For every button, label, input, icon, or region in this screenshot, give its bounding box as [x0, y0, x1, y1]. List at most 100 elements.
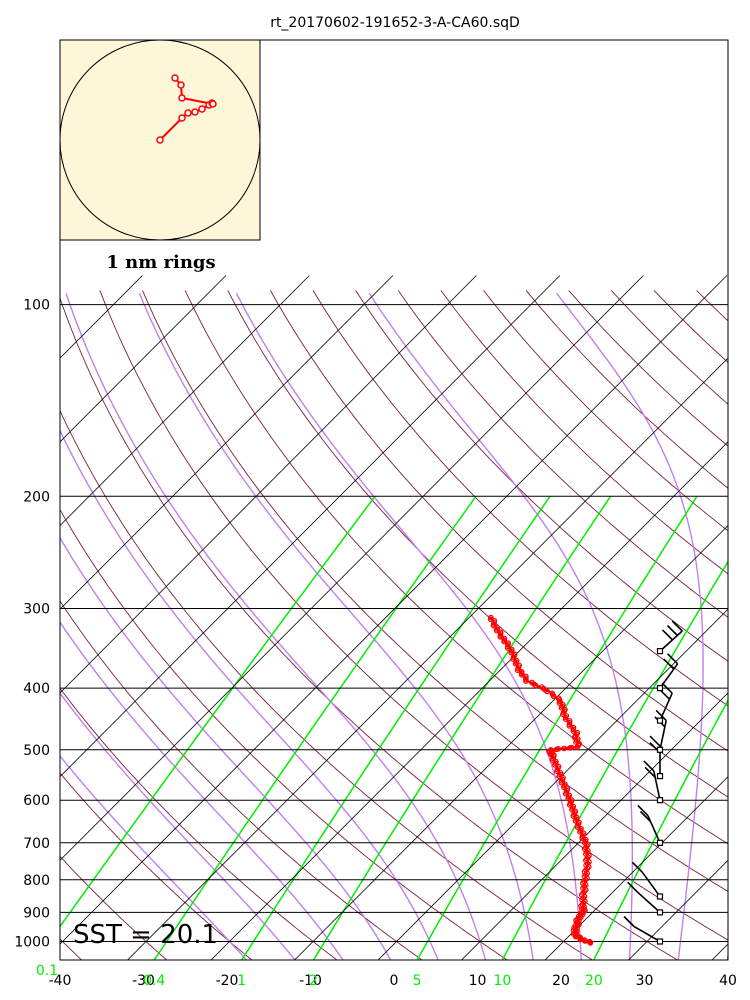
- hodograph-point: [177, 81, 185, 89]
- temperature-trace-point: [555, 695, 562, 702]
- moist-adiabat: [368, 292, 633, 960]
- wind-barb-staff: [659, 630, 683, 652]
- temperature-tick-label: 30: [636, 973, 654, 989]
- moist-adiabat: [60, 754, 248, 960]
- temperature-tick-label: -30: [132, 973, 155, 989]
- temperature-tick-label: -20: [216, 973, 239, 989]
- hodograph-point: [198, 105, 206, 113]
- dry-adiabat: [355, 290, 728, 662]
- dry-adiabat: [227, 290, 728, 798]
- wind-barb-station: [656, 717, 664, 724]
- wind-barb-station: [656, 684, 664, 692]
- wind-barb-staff: [637, 891, 661, 913]
- mixing-ratio-line: [60, 495, 376, 928]
- temperature-trace-point: [488, 614, 494, 621]
- dry-adiabat: [60, 772, 253, 960]
- wind-barb-staff: [659, 720, 667, 750]
- pressure-tick-label: 900: [23, 905, 50, 921]
- temperature-trace-point: [561, 745, 567, 752]
- moist-adiabat: [65, 293, 487, 960]
- wind-barb-flag: [661, 629, 674, 641]
- isotherm: [544, 776, 728, 960]
- wind-barb-flag: [663, 658, 675, 670]
- temperature-trace-point: [549, 690, 556, 697]
- temperature-trace-point: [547, 746, 554, 753]
- mixing-ratio-label: 0.1: [36, 963, 58, 979]
- moist-adiabat: [60, 429, 439, 960]
- wind-barb-flag: [637, 804, 649, 816]
- moist-adiabat: [556, 292, 704, 960]
- wind-barb: [627, 881, 664, 916]
- hodograph-point: [184, 109, 192, 117]
- isotherm: [127, 357, 728, 960]
- dry-adiabat: [60, 687, 338, 960]
- pressure-tick-label: 400: [23, 681, 50, 697]
- hodograph-point: [178, 114, 186, 122]
- wind-barb-station: [656, 909, 664, 916]
- wind-barb: [623, 915, 664, 945]
- wind-barb-station: [656, 839, 664, 846]
- mixing-ratio-label: 20: [585, 973, 603, 989]
- wind-barb-station: [656, 746, 664, 753]
- wind-barb: [631, 861, 664, 900]
- wind-barb: [643, 760, 664, 804]
- isotherm: [60, 275, 477, 694]
- dry-adiabat: [397, 290, 728, 618]
- wind-barb-flag: [644, 766, 656, 778]
- sst-label: SST = 20.1: [73, 920, 218, 950]
- grid-layer: [60, 275, 728, 960]
- mixing-ratio-label: 10: [493, 973, 511, 989]
- isotherm: [60, 275, 561, 778]
- dry-adiabat: [312, 290, 728, 707]
- hodograph-point: [171, 74, 179, 82]
- isotherm: [60, 275, 394, 610]
- hodograph-inset: [59, 39, 261, 241]
- temperature-trace-point: [547, 747, 553, 754]
- dry-adiabat: [60, 296, 679, 960]
- wind-barb-layer: [623, 620, 683, 945]
- temperature-trace-point: [568, 744, 575, 751]
- trace-layer: [487, 614, 594, 946]
- wind-barb-staff: [653, 770, 661, 801]
- isotherm: [60, 275, 728, 945]
- dry-adiabat: [270, 290, 728, 752]
- hodograph-point: [209, 100, 217, 108]
- pressure-tick-label: 1000: [14, 935, 50, 951]
- wind-barb: [637, 804, 664, 846]
- wind-barb-staff: [659, 692, 673, 721]
- wind-barb-station: [656, 797, 664, 804]
- wind-barb-flag: [631, 861, 643, 873]
- wind-barb-station: [656, 893, 664, 900]
- temperature-tick-label: 20: [552, 973, 570, 989]
- isotherm: [294, 524, 728, 960]
- isotherm: [60, 275, 310, 527]
- wind-barb-station: [656, 772, 664, 780]
- mixing-ratio-line: [240, 495, 551, 960]
- chart-title: rt_20170602-191652-3-A-CA60.sqD: [270, 15, 520, 31]
- hodograph-point: [178, 94, 186, 102]
- pressure-tick-label: 300: [23, 602, 50, 618]
- moist-adiabat: [60, 692, 296, 960]
- pressure-tick-label: 100: [23, 298, 50, 314]
- mixing-ratio-label: 5: [413, 973, 422, 989]
- hodograph-label: 1 nm rings: [106, 252, 215, 273]
- wind-barb: [656, 653, 679, 692]
- isotherm: [60, 275, 644, 861]
- temperature-tick-label: 10: [469, 973, 487, 989]
- mixing-ratio-label: 2: [309, 973, 318, 989]
- plot-frame: [59, 39, 729, 961]
- mixing-ratio-line: [416, 495, 698, 960]
- mixing-ratio-line: [153, 495, 477, 960]
- hodograph-point: [156, 136, 164, 144]
- temperature-tick-label: -10: [299, 973, 322, 989]
- wind-barb-station: [656, 647, 664, 655]
- wind-barb-flag: [649, 735, 661, 747]
- wind-barb-staff: [633, 925, 661, 943]
- wind-barb-flag: [627, 881, 639, 893]
- dry-adiabat: [60, 409, 594, 960]
- pressure-tick-label: 800: [23, 873, 50, 889]
- wind-barb-flag: [667, 653, 679, 665]
- wind-barb-flag: [623, 915, 635, 928]
